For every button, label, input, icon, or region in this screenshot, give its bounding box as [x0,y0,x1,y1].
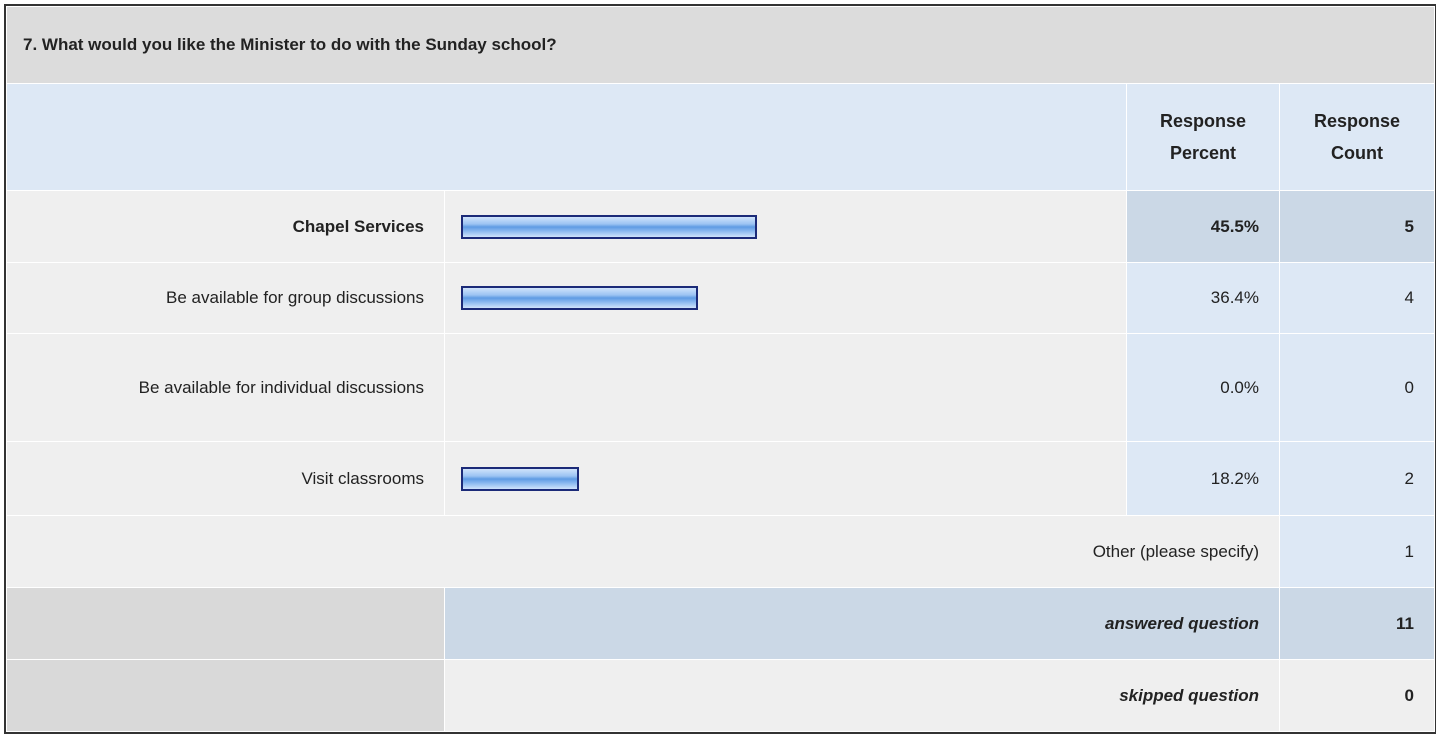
response-count: 4 [1278,262,1436,334]
skipped-label: skipped question [444,659,1280,732]
bar-cell [444,190,1127,263]
answer-label: Chapel Services [6,190,445,263]
response-percent: 36.4% [1126,262,1280,334]
answered-label: answered question [444,587,1280,660]
answer-row: Be available for individual discussions 0… [6,333,1436,442]
answer-label: Be available for individual discussions [6,333,445,442]
response-percent: 0.0% [1126,333,1280,442]
response-count: 5 [1278,190,1436,263]
skipped-count: 0 [1278,659,1436,732]
answer-label: Be available for group discussions [6,262,445,334]
header-blank [6,83,1127,191]
response-percent: 18.2% [1126,441,1280,516]
answer-label: Visit classrooms [6,441,445,516]
bar-cell [444,262,1127,334]
bar-cell [444,441,1127,516]
other-label: Other (please specify) [6,515,1280,588]
other-row: Other (please specify) 1 [6,515,1436,588]
answer-row: Visit classrooms 18.2% 2 [6,441,1436,516]
bar-cell [444,333,1127,442]
skipped-row: skipped question 0 [6,659,1436,732]
summary-blank [6,659,445,732]
header-count: Response Count [1278,83,1436,191]
percent-bar [461,286,698,310]
percent-bar [461,466,580,491]
response-count: 0 [1278,333,1436,442]
question-title: 7. What would you like the Minister to d… [5,6,1436,84]
header-percent: Response Percent [1126,83,1280,191]
answered-count: 11 [1278,587,1436,660]
other-count: 1 [1278,515,1436,588]
percent-bar [461,214,757,239]
summary-blank [6,587,445,660]
response-percent: 45.5% [1126,190,1280,263]
survey-panel: 7. What would you like the Minister to d… [4,4,1436,734]
response-count: 2 [1278,441,1436,516]
answer-row: Be available for group discussions 36.4% 4 [6,262,1436,334]
results-table: 7. What would you like the Minister to d… [5,6,1436,732]
answer-row: Chapel Services 45.5% 5 [6,190,1436,263]
answered-row: answered question 11 [6,587,1436,660]
